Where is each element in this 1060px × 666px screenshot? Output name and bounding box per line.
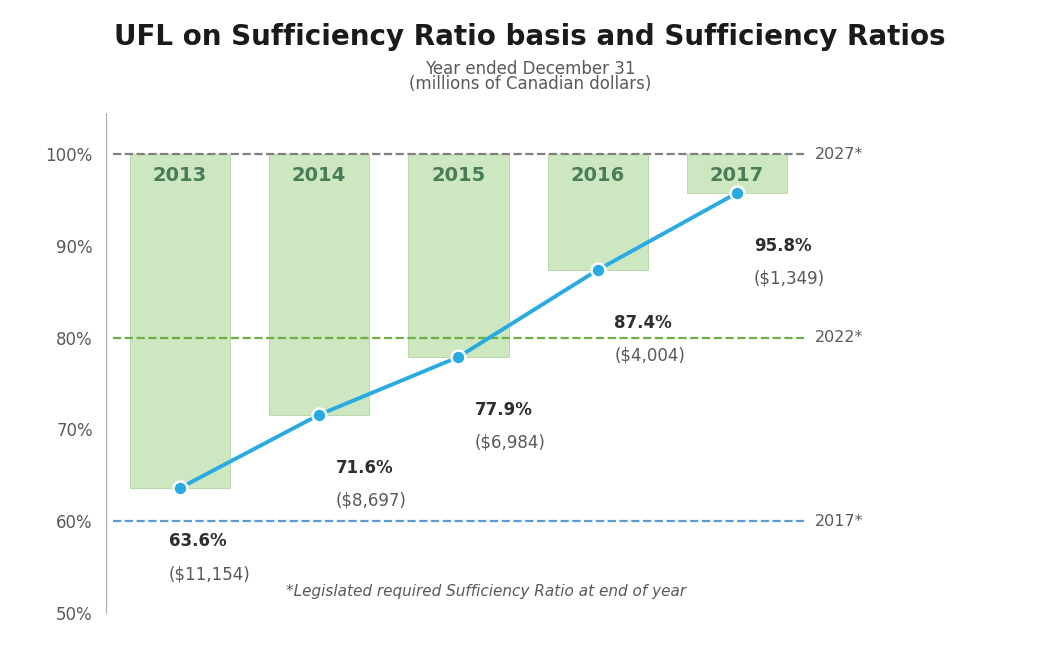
Text: 71.6%: 71.6% [336, 459, 393, 477]
Text: 2027*: 2027* [815, 147, 863, 162]
Bar [408, 155, 509, 357]
Bar [687, 155, 788, 193]
Bar [269, 155, 369, 415]
Text: ($8,697): ($8,697) [336, 492, 407, 509]
Text: ($11,154): ($11,154) [169, 565, 250, 583]
Text: 2017: 2017 [710, 166, 764, 185]
Text: 95.8%: 95.8% [754, 237, 811, 255]
Bar [129, 155, 230, 488]
Text: ($1,349): ($1,349) [754, 270, 825, 288]
Text: *Legislated required Sufficiency Ratio at end of year: *Legislated required Sufficiency Ratio a… [286, 584, 686, 599]
Text: 2014: 2014 [292, 166, 347, 185]
Text: 63.6%: 63.6% [169, 532, 226, 550]
Text: ($4,004): ($4,004) [615, 347, 685, 365]
Text: ($6,984): ($6,984) [475, 434, 546, 452]
Text: 2013: 2013 [153, 166, 207, 185]
Text: UFL on Sufficiency Ratio basis and Sufficiency Ratios: UFL on Sufficiency Ratio basis and Suffi… [114, 23, 946, 51]
Text: Year ended December 31: Year ended December 31 [425, 60, 635, 78]
Text: 77.9%: 77.9% [475, 401, 533, 419]
Text: 2015: 2015 [431, 166, 485, 185]
Text: 2022*: 2022* [815, 330, 863, 345]
Bar [548, 155, 648, 270]
Text: 87.4%: 87.4% [615, 314, 672, 332]
Text: 2017*: 2017* [815, 513, 864, 529]
Text: 2016: 2016 [570, 166, 624, 185]
Text: (millions of Canadian dollars): (millions of Canadian dollars) [409, 75, 651, 93]
